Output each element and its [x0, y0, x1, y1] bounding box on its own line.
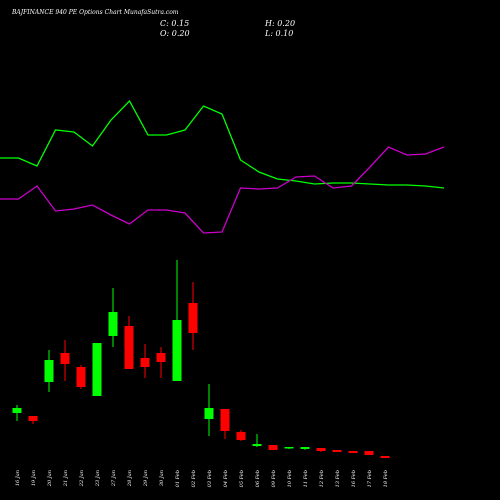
x-tick-label: 06 Feb [255, 470, 261, 487]
x-tick-label: 09 Feb [271, 470, 277, 487]
candle-body [316, 448, 326, 451]
candle-body [220, 409, 230, 431]
x-tick-label: 03 Feb [207, 470, 213, 487]
candle-body [108, 312, 118, 336]
ohlc-low: L: 0.10 [264, 29, 293, 38]
candle-body [124, 326, 134, 369]
candle-body [172, 320, 182, 381]
candle-body [188, 303, 198, 333]
candle-body [156, 353, 166, 362]
x-tick-label: 01 Feb [175, 470, 181, 487]
x-tick-label: 16 Jan [15, 470, 21, 486]
x-tick-label: 16 Feb [351, 470, 357, 487]
x-tick-label: 23 Jan [95, 470, 101, 487]
candle-body [268, 445, 278, 450]
x-tick-label: 12 Feb [319, 470, 325, 487]
candle-body [300, 447, 310, 449]
candle-body [252, 444, 262, 446]
candle-body [44, 360, 54, 382]
x-tick-label: 28 Jan [127, 470, 133, 487]
candle-body [364, 451, 374, 455]
candle-body [236, 432, 246, 440]
candle-body [76, 367, 86, 387]
x-tick-label: 02 Feb [191, 470, 197, 487]
x-tick-label: 13 Feb [335, 470, 341, 487]
x-tick-label: 19 Jan [31, 470, 37, 486]
x-tick-label: 30 Jan [159, 470, 165, 486]
chart-title: BAJFINANCE 940 PE Options Chart MunafaSu… [11, 9, 179, 16]
x-tick-label: 21 Jan [63, 470, 69, 487]
ohlc-high: H: 0.20 [264, 19, 295, 28]
x-tick-label: 29 Jan [143, 470, 149, 487]
x-tick-label: 22 Jan [79, 470, 85, 487]
candle-body [12, 408, 22, 413]
ohlc-close: C: 0.15 [160, 19, 189, 28]
candle-body [332, 450, 342, 452]
x-tick-label: 05 Feb [239, 470, 245, 487]
candle-body [140, 358, 150, 367]
x-tick-label: 10 Feb [287, 470, 293, 487]
candle-body [380, 456, 390, 458]
candle-body [204, 408, 214, 419]
indicator-line [0, 99, 445, 189]
candle-body [348, 451, 358, 453]
candle-body [28, 416, 38, 421]
indicator-line [0, 146, 445, 234]
candle-body [60, 353, 70, 364]
x-tick-label: 20 Jan [47, 470, 53, 487]
candle-body [284, 447, 294, 449]
ohlc-open: O: 0.20 [160, 29, 190, 38]
x-tick-label: 11 Feb [303, 470, 309, 487]
x-tick-label: 27 Jan [111, 470, 117, 487]
candle-body [92, 343, 102, 396]
x-tick-label: 18 Feb [383, 470, 389, 487]
x-tick-label: 17 Feb [367, 470, 373, 487]
x-tick-label: 04 Feb [223, 470, 229, 487]
